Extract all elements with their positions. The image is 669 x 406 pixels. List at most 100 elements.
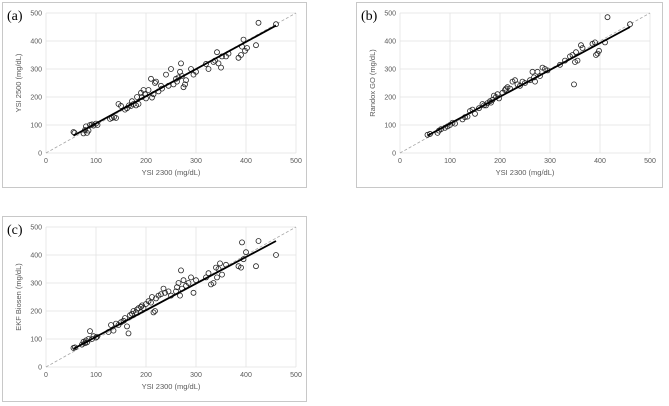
data-point: [203, 61, 209, 67]
y-tick-label: 300: [384, 67, 396, 74]
data-point: [89, 336, 95, 342]
data-point: [70, 129, 77, 135]
data-point: [129, 310, 135, 317]
x-tick-label: 400: [240, 372, 252, 379]
data-point: [125, 330, 132, 337]
data-point: [217, 260, 223, 267]
data-point: [153, 78, 159, 85]
data-point: [210, 280, 217, 286]
data-point: [534, 68, 541, 75]
data-point: [238, 52, 244, 58]
data-point: [244, 45, 250, 51]
data-point: [168, 66, 174, 72]
data-point: [214, 274, 220, 281]
y-tick-label: 400: [30, 253, 42, 260]
y-tick-label: 0: [38, 151, 42, 158]
data-point: [557, 61, 563, 68]
data-point: [532, 78, 538, 85]
data-point: [573, 49, 579, 56]
x-axis-label: YSI 2300 (mg/dL): [496, 168, 555, 177]
data-point: [135, 101, 142, 107]
x-tick-label: 200: [140, 372, 152, 379]
data-point: [152, 80, 158, 86]
x-tick-label: 0: [44, 372, 48, 379]
chart-svg-b: (b) 0 100 200 300 400 500 0 100 200 300 400 500 YSI 2…: [361, 9, 656, 177]
y-axis-label: EKF Biosen (mg/dL): [14, 263, 23, 331]
data-point: [512, 77, 518, 84]
data-point: [574, 57, 581, 64]
data-point: [219, 271, 225, 278]
y-tick-label: 200: [384, 95, 396, 102]
x-tick-label: 100: [90, 372, 102, 379]
data-point: [185, 280, 192, 286]
data-point: [124, 323, 130, 330]
x-tick-label: 300: [190, 158, 202, 165]
data-point: [163, 71, 169, 78]
x-tick-label: 500: [290, 372, 302, 379]
x-tick-label: 200: [494, 158, 506, 165]
data-point: [190, 289, 197, 296]
data-point: [113, 115, 119, 121]
regression-line: [73, 240, 277, 350]
data-point: [503, 85, 509, 92]
data-point: [152, 308, 158, 314]
data-point: [243, 249, 249, 256]
data-point: [255, 19, 262, 26]
y-tick-label: 400: [30, 39, 42, 46]
data-point: [240, 36, 247, 43]
data-point: [158, 291, 164, 298]
data-point: [273, 21, 279, 28]
data-point: [148, 75, 154, 82]
data-point: [180, 84, 187, 91]
data-point: [472, 110, 478, 117]
chart-panel-c: (c) 0 100 200 300 400 500 0 100 200 300 400 500 YSI 2…: [2, 216, 307, 402]
data-point: [149, 94, 155, 101]
x-tick-label: 0: [44, 158, 48, 165]
data-point: [87, 328, 93, 335]
data-point: [578, 42, 584, 49]
data-point: [215, 60, 222, 67]
y-tick-label: 100: [30, 337, 42, 344]
regression-line: [427, 26, 631, 137]
x-tick-label: 300: [544, 158, 556, 165]
x-tick-label: 400: [240, 158, 252, 165]
data-point: [205, 66, 212, 72]
data-point: [594, 50, 601, 57]
data-point: [253, 263, 259, 270]
x-axis-label: YSI 2300 (mg/dL): [142, 168, 201, 177]
data-point: [178, 267, 184, 274]
data-point: [93, 120, 99, 127]
x-axis-label: YSI 2300 (mg/dL): [142, 382, 201, 391]
data-point: [150, 309, 157, 316]
panel-label: (a): [7, 9, 23, 24]
panel-label: (b): [361, 9, 378, 24]
data-point: [180, 277, 187, 284]
data-point: [604, 14, 611, 21]
data-point: [596, 47, 602, 54]
data-point: [593, 52, 599, 58]
data-point: [214, 49, 220, 56]
y-axis-label: Randox GO (mg/dL): [368, 49, 377, 117]
x-tick-label: 500: [290, 158, 302, 165]
data-point: [517, 82, 523, 89]
data-point: [253, 42, 259, 49]
data-point: [476, 105, 482, 112]
y-tick-label: 300: [30, 281, 42, 288]
data-point: [205, 270, 212, 277]
y-tick-label: 200: [30, 309, 42, 316]
y-tick-label: 100: [384, 123, 396, 130]
x-tick-label: 500: [644, 158, 656, 165]
data-point: [108, 322, 114, 328]
y-tick-label: 500: [30, 225, 42, 232]
data-point: [273, 252, 279, 258]
x-tick-label: 100: [90, 158, 102, 165]
chart-svg-a: (a) 0 100 200 300 400 500 0 100 200 300 400 500 YSI 2…: [7, 9, 302, 177]
data-point: [139, 302, 145, 309]
x-tick-label: 100: [444, 158, 456, 165]
data-point: [182, 81, 188, 88]
data-point: [178, 60, 184, 67]
x-tick-label: 0: [398, 158, 402, 165]
chart-panel-a: (a) 0 100 200 300 400 500 0 100 200 300 400 500 YSI 2…: [2, 2, 307, 188]
data-point: [255, 238, 262, 244]
data-point: [145, 87, 152, 93]
